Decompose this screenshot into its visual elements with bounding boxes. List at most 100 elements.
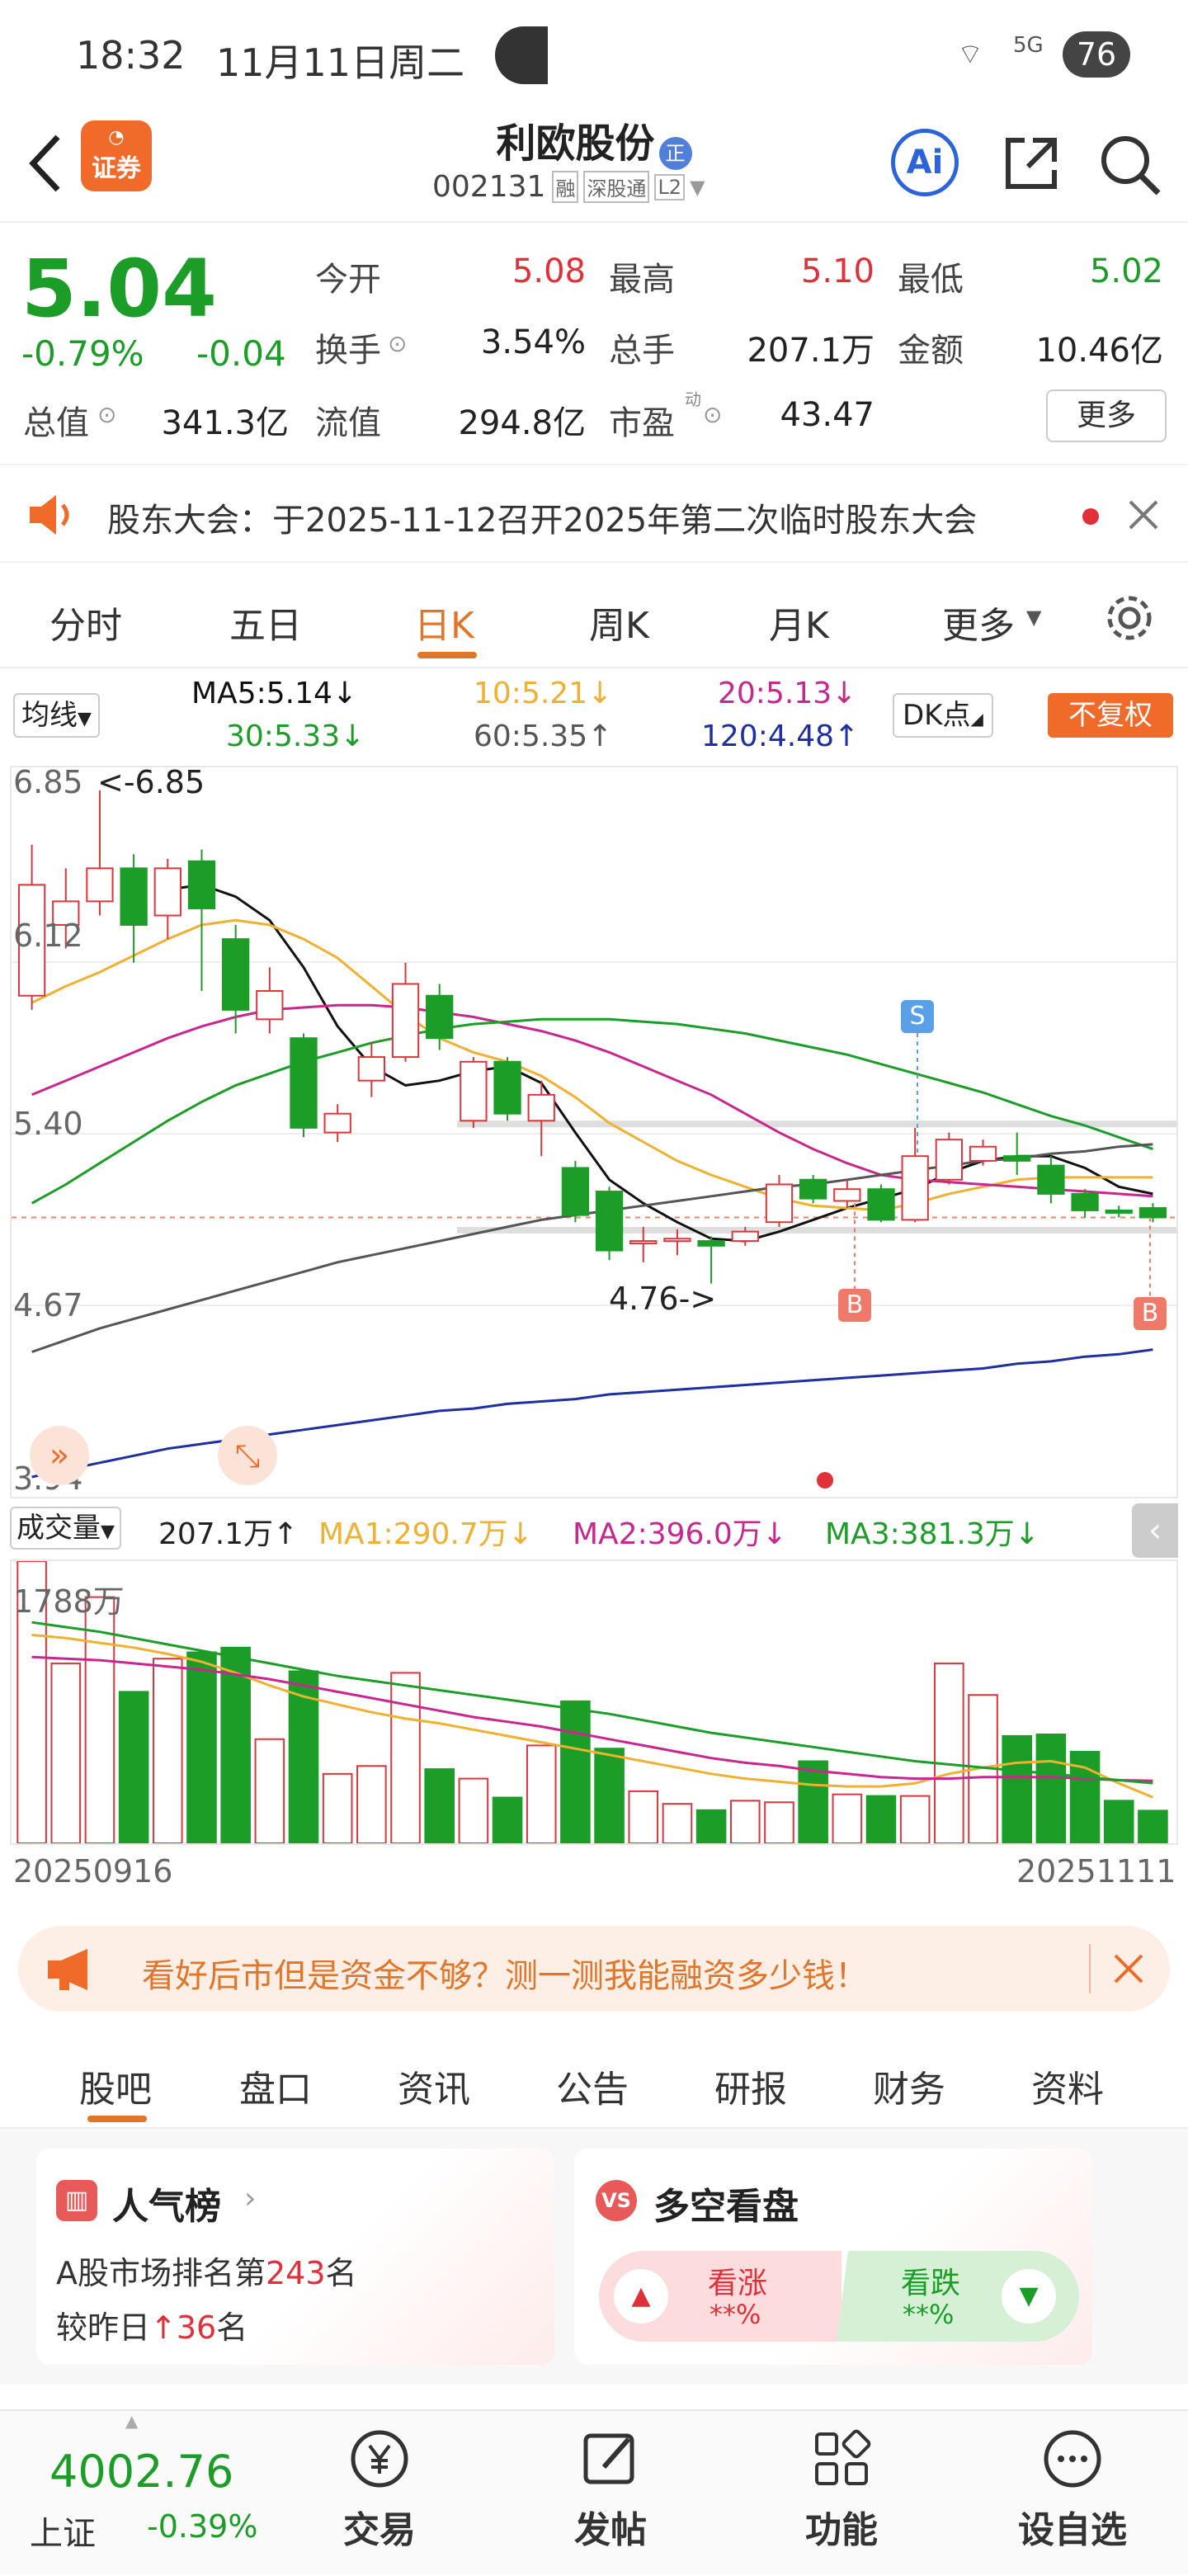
candle-up [935, 1139, 964, 1181]
tab-announcements[interactable]: 公告 [556, 2069, 629, 2111]
ma-line-ma60 [31, 1143, 1153, 1353]
expand-left-icon[interactable]: » [30, 1426, 89, 1485]
info-icon[interactable]: ⊙ [97, 401, 117, 428]
quote-panel: 5.04 -0.79% -0.04 今开 5.08 最高 5.10 最低 5.0… [0, 224, 1188, 455]
bear-button[interactable]: 看跌 **% ▼ [837, 2251, 1079, 2342]
code-row: 002131 融 深股通 L2 ▼ [432, 170, 705, 204]
rank-line: A股市场排名第243名 [56, 2248, 357, 2293]
info-icon[interactable]: ⊙ [703, 401, 723, 428]
share-icon[interactable] [1000, 132, 1063, 195]
ai-button[interactable]: Ai [891, 129, 959, 196]
index-ticker[interactable]: ▲ 4002.76 上证 -0.39% [0, 2411, 280, 2576]
sentiment-card[interactable]: VS 多空看盘 ▲ 看涨 **% 看跌 **% ▼ [574, 2149, 1092, 2365]
candle-up [833, 1188, 861, 1202]
broker-logo[interactable]: ◔ 证券 [81, 120, 152, 191]
volume-bar-up [322, 1772, 353, 1844]
nav-trade[interactable]: 交易 [305, 2427, 454, 2553]
ma-line-ma120 [31, 1348, 1153, 1479]
candle-up [629, 1240, 658, 1245]
triangle-down-icon: ▼ [1002, 2269, 1056, 2324]
chevron-down-icon[interactable]: ▼ [690, 175, 705, 199]
candle-up [460, 1060, 488, 1122]
notice-bar[interactable]: 股东大会：于2025-11-12召开2025年第二次临时股东大会 [0, 464, 1188, 563]
nav-add-watchlist[interactable]: 设自选 [998, 2427, 1147, 2553]
candle-down [867, 1188, 895, 1221]
volume-bar-down [594, 1748, 625, 1844]
sell-signal-badge[interactable]: S [901, 1000, 934, 1033]
promo-banner[interactable]: 看好后市但是资金不够？测一测我能融资多少钱！ [18, 1926, 1170, 2012]
resize-arrows-icon[interactable]: ⤡ [218, 1426, 277, 1485]
tab-news[interactable]: 资讯 [398, 2069, 470, 2111]
rank-change-value: 36 [176, 2309, 217, 2346]
nav-trade-label: 交易 [343, 2509, 416, 2551]
amount-value: 10.46亿 [1035, 332, 1163, 370]
volume-bar-down [1138, 1809, 1168, 1844]
volume-ma3-line [31, 1621, 1153, 1785]
chevron-down-icon: ▼ [78, 709, 92, 729]
ma30-value: 30:5.33↓ [226, 719, 365, 753]
candle-up [969, 1145, 997, 1162]
volume-ma1-line [31, 1634, 1153, 1799]
resistance-band [457, 1121, 1176, 1128]
bull-button[interactable]: ▲ 看涨 **% [599, 2251, 842, 2342]
more-button[interactable]: 更多 [1046, 389, 1167, 442]
candle-down [595, 1191, 624, 1252]
speaker-icon [30, 495, 69, 535]
volume-chart[interactable]: 1788万 [10, 1559, 1178, 1845]
kline-chart[interactable]: 6.85 6.12 5.40 4.67 3.94 <-6.85 4.76-> S… [10, 764, 1178, 1498]
tab-monthly-k[interactable]: 月K [769, 605, 829, 647]
end-date: 20251111 [1016, 1853, 1176, 1890]
versus-badge: VS [596, 2180, 637, 2221]
tab-forum[interactable]: 股吧 [79, 2069, 152, 2111]
nav-features[interactable]: 功能 [767, 2427, 916, 2553]
volume-bar-up [16, 1560, 47, 1844]
volume-bar-down [220, 1646, 251, 1845]
dk-point-selector[interactable]: DK点◢ [893, 693, 993, 738]
stock-title: 利欧股份 正 [462, 111, 726, 170]
candle-down [187, 860, 216, 909]
tab-intraday[interactable]: 分时 [50, 605, 122, 647]
buy-signal-badge-2[interactable]: B [1134, 1297, 1167, 1330]
close-icon[interactable] [1127, 498, 1160, 531]
last-price: 5.04 [21, 243, 217, 335]
tab-weekly-k[interactable]: 周K [589, 605, 649, 647]
active-tab-indicator [87, 2116, 147, 2122]
candle-up [663, 1238, 691, 1243]
volume-selector[interactable]: 成交量▼ [10, 1507, 121, 1550]
indicator-selector[interactable]: 均线▼ [13, 693, 100, 738]
volume-bar-up [628, 1790, 659, 1844]
candle-up [86, 867, 114, 903]
tab-profile[interactable]: 资料 [1031, 2069, 1104, 2111]
candle-up [17, 884, 46, 997]
close-icon[interactable] [1112, 1952, 1145, 1985]
volume-bar-down [695, 1809, 727, 1844]
bear-value: **% [903, 2299, 955, 2330]
nav-post[interactable]: 发帖 [536, 2427, 685, 2553]
status-time: 18:32 [76, 33, 186, 78]
tab-daily-k[interactable]: 日K [414, 605, 474, 647]
tab-financials[interactable]: 财务 [873, 2069, 945, 2111]
volume-bar-down [118, 1691, 149, 1844]
search-icon[interactable] [1097, 132, 1163, 198]
chevron-down-icon: ▼ [1026, 606, 1042, 629]
candle-down [799, 1178, 827, 1200]
adjust-button[interactable]: 不复权 [1048, 693, 1173, 738]
turnover-value: 3.54% [480, 323, 586, 361]
back-arrow-icon[interactable] [25, 130, 66, 196]
candle-down [493, 1060, 521, 1115]
amount-label: 金额 [898, 332, 964, 370]
tab-more[interactable]: 更多 [942, 605, 1015, 647]
tab-orderbook[interactable]: 盘口 [239, 2069, 312, 2111]
popularity-card[interactable]: ▥ 人气榜 › A股市场排名第243名 较昨日↑36名 [36, 2149, 554, 2365]
index-value: 4002.76 [50, 2446, 234, 2498]
settings-gear-icon[interactable] [1102, 591, 1157, 645]
megaphone-icon [48, 1949, 87, 1990]
nav-add-watchlist-label: 设自选 [1018, 2509, 1127, 2551]
tab-five-day[interactable]: 五日 [229, 605, 302, 647]
info-icon[interactable]: ⊙ [388, 330, 408, 357]
ma-line-ma30 [31, 1017, 1153, 1205]
tag-margin: 融 [552, 171, 579, 203]
collapse-arrow-icon[interactable]: ‹ [1132, 1503, 1178, 1558]
tab-research[interactable]: 研报 [714, 2069, 787, 2111]
buy-signal-badge[interactable]: B [838, 1289, 871, 1322]
